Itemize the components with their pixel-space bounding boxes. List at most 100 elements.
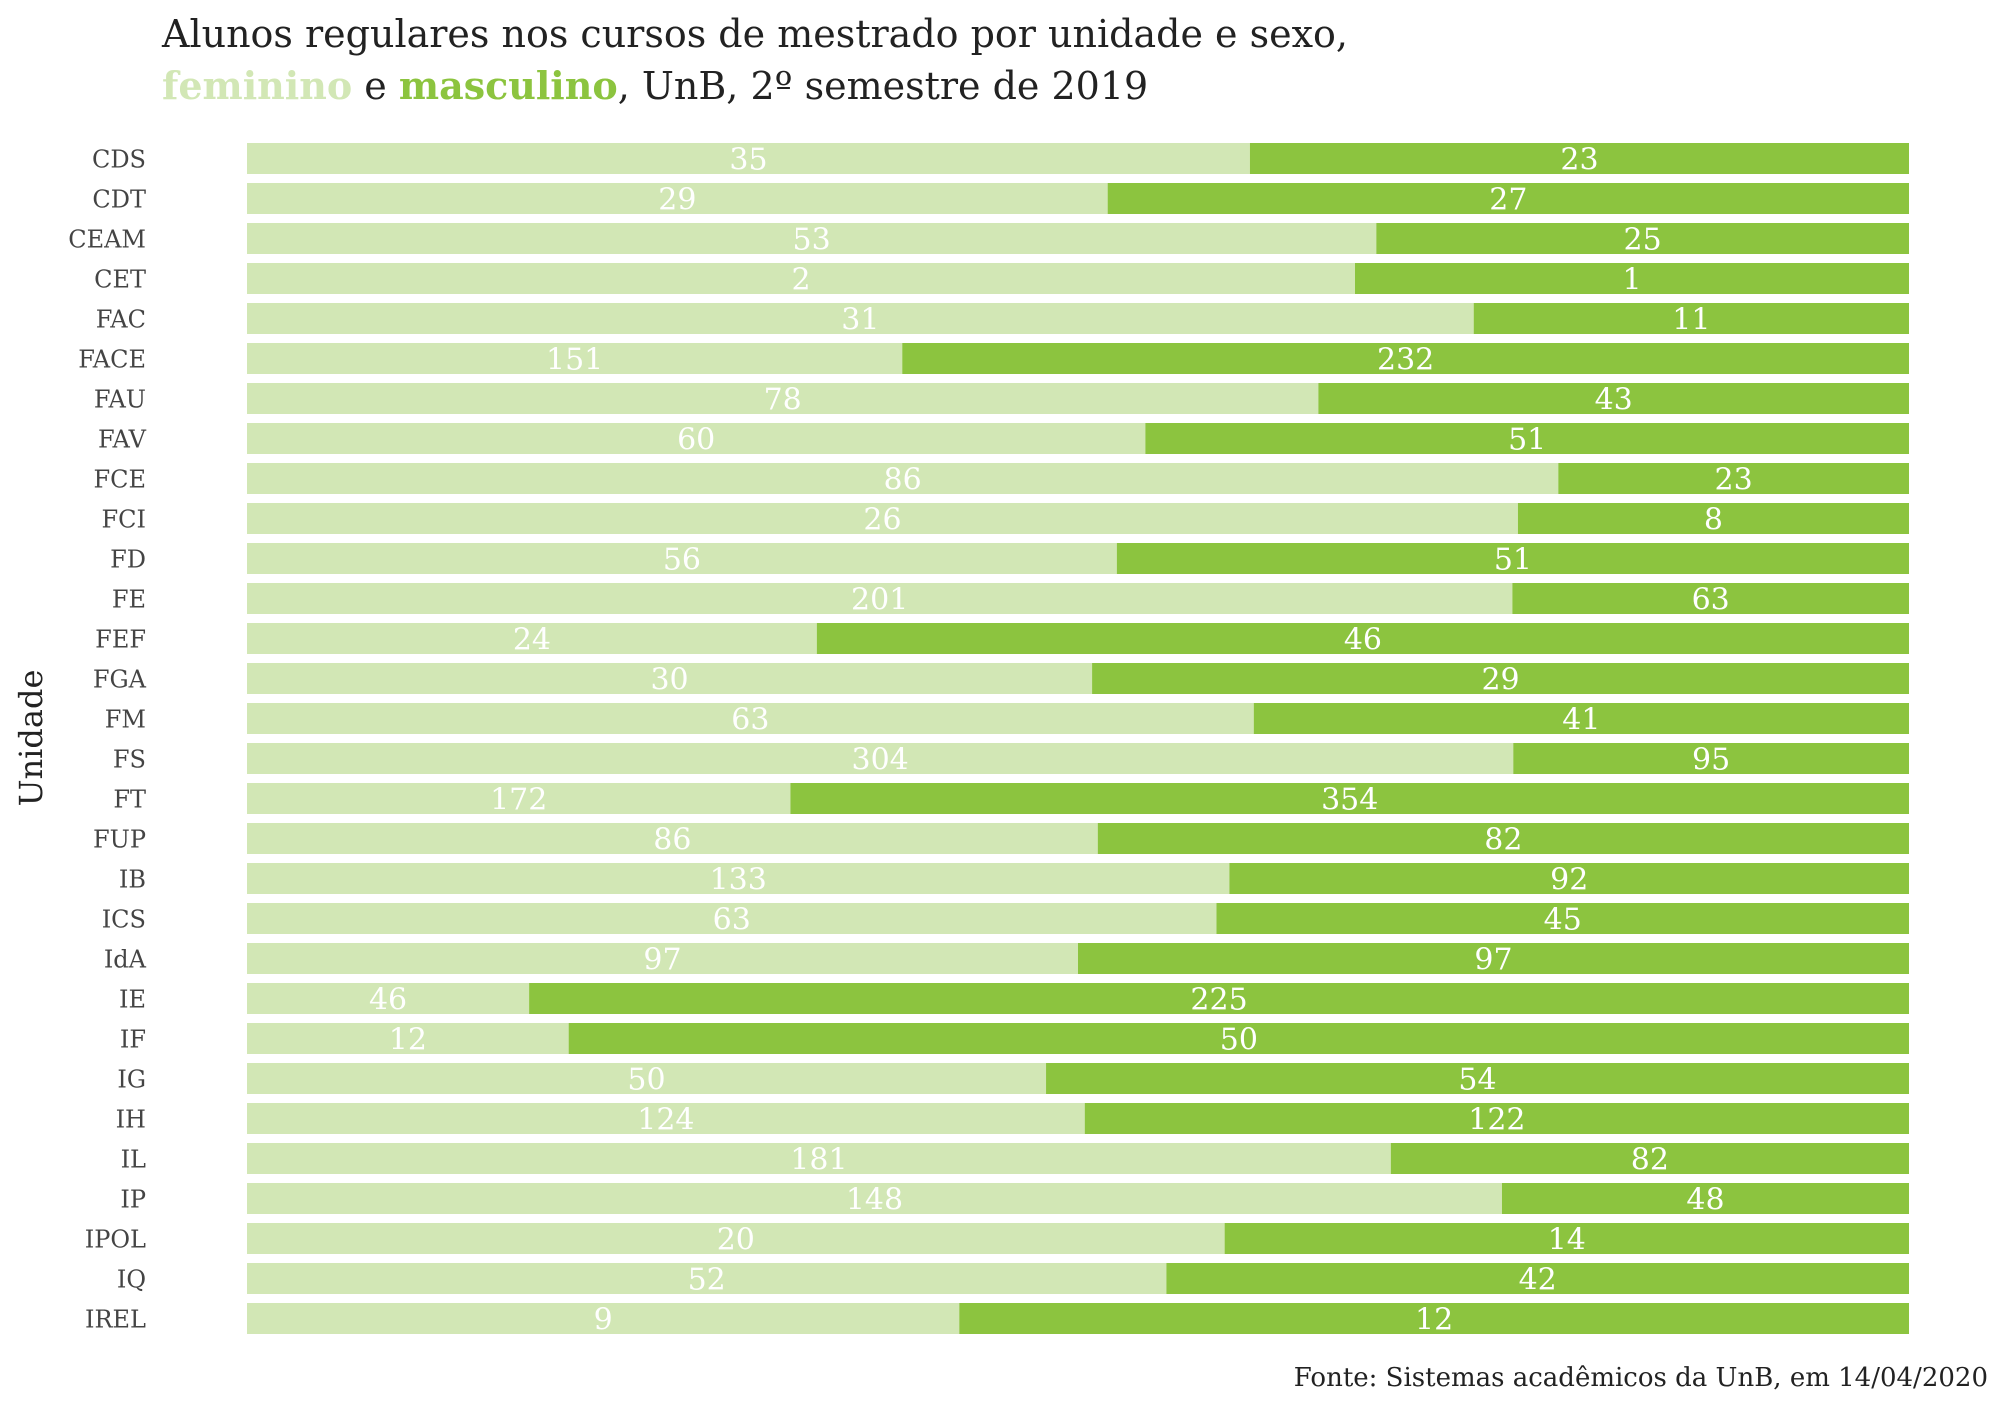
- bar-feminino-fm: [247, 703, 1254, 734]
- value-label-masculino-fac: 11: [1672, 303, 1710, 338]
- value-label-masculino-fga: 29: [1481, 663, 1519, 698]
- value-label-masculino-fm: 41: [1562, 703, 1600, 738]
- value-label-feminino-fe: 201: [851, 583, 908, 618]
- value-label-feminino-fce: 86: [884, 463, 922, 498]
- bar-masculino-fav: [1145, 423, 1909, 454]
- value-label-feminino-fav: 60: [677, 423, 715, 458]
- bar-masculino-fga: [1092, 663, 1909, 694]
- value-label-masculino-irel: 12: [1415, 1303, 1453, 1338]
- tick-label-ics: ICS: [102, 906, 146, 934]
- bar-masculino-face: [902, 343, 1909, 374]
- bar-masculino-fau: [1318, 383, 1909, 414]
- value-label-feminino-irel: 9: [594, 1303, 613, 1338]
- value-label-feminino-fd: 56: [663, 543, 701, 578]
- source-note: Fonte: Sistemas acadêmicos da UnB, em 14…: [1293, 1363, 1988, 1393]
- tick-label-cds: CDS: [92, 146, 146, 174]
- bar-masculino-fd: [1116, 543, 1909, 574]
- tick-label-ib: IB: [119, 866, 146, 894]
- value-label-masculino-ih: 122: [1468, 1103, 1525, 1138]
- value-label-feminino-fga: 30: [650, 663, 688, 698]
- bar-masculino-fm: [1253, 703, 1909, 734]
- bar-masculino-irel: [959, 1303, 1909, 1334]
- bar-masculino-fce: [1558, 463, 1909, 494]
- bar-feminino-fac: [247, 303, 1474, 334]
- tick-label-ie: IE: [119, 986, 146, 1014]
- bar-feminino-fau: [247, 383, 1319, 414]
- value-label-masculino-fau: 43: [1595, 383, 1633, 418]
- bar-feminino-ft: [247, 783, 791, 814]
- value-label-feminino-ida: 97: [643, 943, 681, 978]
- tick-label-il: IL: [121, 1146, 146, 1174]
- value-label-masculino-ics: 45: [1544, 903, 1582, 938]
- value-label-feminino-cdt: 29: [658, 183, 696, 218]
- tick-label-fs: FS: [113, 746, 146, 774]
- value-label-feminino-ib: 133: [710, 863, 767, 898]
- tick-label-fm: FM: [105, 706, 146, 734]
- bar-feminino-fup: [247, 823, 1098, 854]
- bar-feminino-if: [247, 1023, 569, 1054]
- bar-feminino-cet: [247, 263, 1355, 294]
- tick-label-cet: CET: [94, 266, 146, 294]
- value-label-masculino-ida: 97: [1474, 943, 1512, 978]
- bar-masculino-fac: [1473, 303, 1909, 334]
- tick-label-ceam: CEAM: [68, 226, 146, 254]
- value-label-feminino-ih: 124: [637, 1103, 694, 1138]
- bar-masculino-ig: [1046, 1063, 1909, 1094]
- value-label-masculino-ie: 225: [1190, 983, 1247, 1018]
- bar-feminino-ip: [247, 1183, 1502, 1214]
- bar-masculino-fci: [1517, 503, 1909, 534]
- bar-feminino-ics: [247, 903, 1217, 934]
- tick-label-ig: IG: [117, 1066, 146, 1094]
- bar-masculino-ceam: [1376, 223, 1909, 254]
- tick-label-fci: FCI: [102, 506, 147, 534]
- bar-feminino-fs: [247, 743, 1514, 774]
- bar-feminino-ib: [247, 863, 1230, 894]
- bar-feminino-ie: [247, 983, 530, 1014]
- value-label-feminino-face: 151: [546, 343, 603, 378]
- value-label-masculino-fe: 63: [1692, 583, 1730, 618]
- tick-label-fce: FCE: [93, 466, 146, 494]
- tick-label-ft: FT: [113, 786, 146, 814]
- value-label-masculino-cdt: 27: [1489, 183, 1527, 218]
- value-label-feminino-ceam: 53: [793, 223, 831, 258]
- bar-feminino-ceam: [247, 223, 1377, 254]
- chart-title: Alunos regulares nos cursos de mestrado …: [162, 8, 1348, 112]
- value-label-feminino-ig: 50: [627, 1063, 665, 1098]
- bar-masculino-if: [568, 1023, 1909, 1054]
- bar-feminino-fef: [247, 623, 817, 654]
- bar-feminino-fav: [247, 423, 1146, 454]
- value-label-masculino-ft: 354: [1321, 783, 1378, 818]
- bar-masculino-ida: [1078, 943, 1909, 974]
- bar-masculino-ft: [790, 783, 1909, 814]
- tick-label-face: FACE: [78, 346, 146, 374]
- tick-label-fup: FUP: [93, 826, 146, 854]
- bar-masculino-ib: [1229, 863, 1909, 894]
- legend-masculino: masculino: [398, 63, 618, 108]
- legend-feminino: feminino: [162, 63, 353, 108]
- value-label-masculino-fup: 82: [1484, 823, 1522, 858]
- value-label-masculino-fs: 95: [1692, 743, 1730, 778]
- value-label-feminino-fau: 78: [764, 383, 802, 418]
- bar-masculino-ics: [1216, 903, 1909, 934]
- tick-label-fga: FGA: [93, 666, 147, 694]
- value-label-feminino-ip: 148: [846, 1183, 903, 1218]
- value-label-feminino-fci: 26: [863, 503, 901, 538]
- bar-masculino-cdt: [1107, 183, 1909, 214]
- bar-masculino-fe: [1512, 583, 1909, 614]
- value-label-feminino-ics: 63: [713, 903, 751, 938]
- bar-masculino-il: [1390, 1143, 1909, 1174]
- bar-feminino-ipol: [247, 1223, 1225, 1254]
- bar-masculino-ipol: [1224, 1223, 1909, 1254]
- value-label-masculino-il: 82: [1631, 1143, 1669, 1178]
- value-label-masculino-ib: 92: [1550, 863, 1588, 898]
- value-label-feminino-fup: 86: [653, 823, 691, 858]
- value-label-masculino-fav: 51: [1508, 423, 1546, 458]
- bar-masculino-fup: [1097, 823, 1909, 854]
- bar-feminino-fce: [247, 463, 1559, 494]
- value-label-masculino-ceam: 25: [1624, 223, 1662, 258]
- value-label-masculino-if: 50: [1220, 1023, 1258, 1058]
- value-label-masculino-ip: 48: [1686, 1183, 1724, 1218]
- bar-feminino-ig: [247, 1063, 1047, 1094]
- bar-masculino-cds: [1249, 143, 1909, 174]
- title-line-2: feminino e masculino, UnB, 2º semestre d…: [162, 60, 1348, 112]
